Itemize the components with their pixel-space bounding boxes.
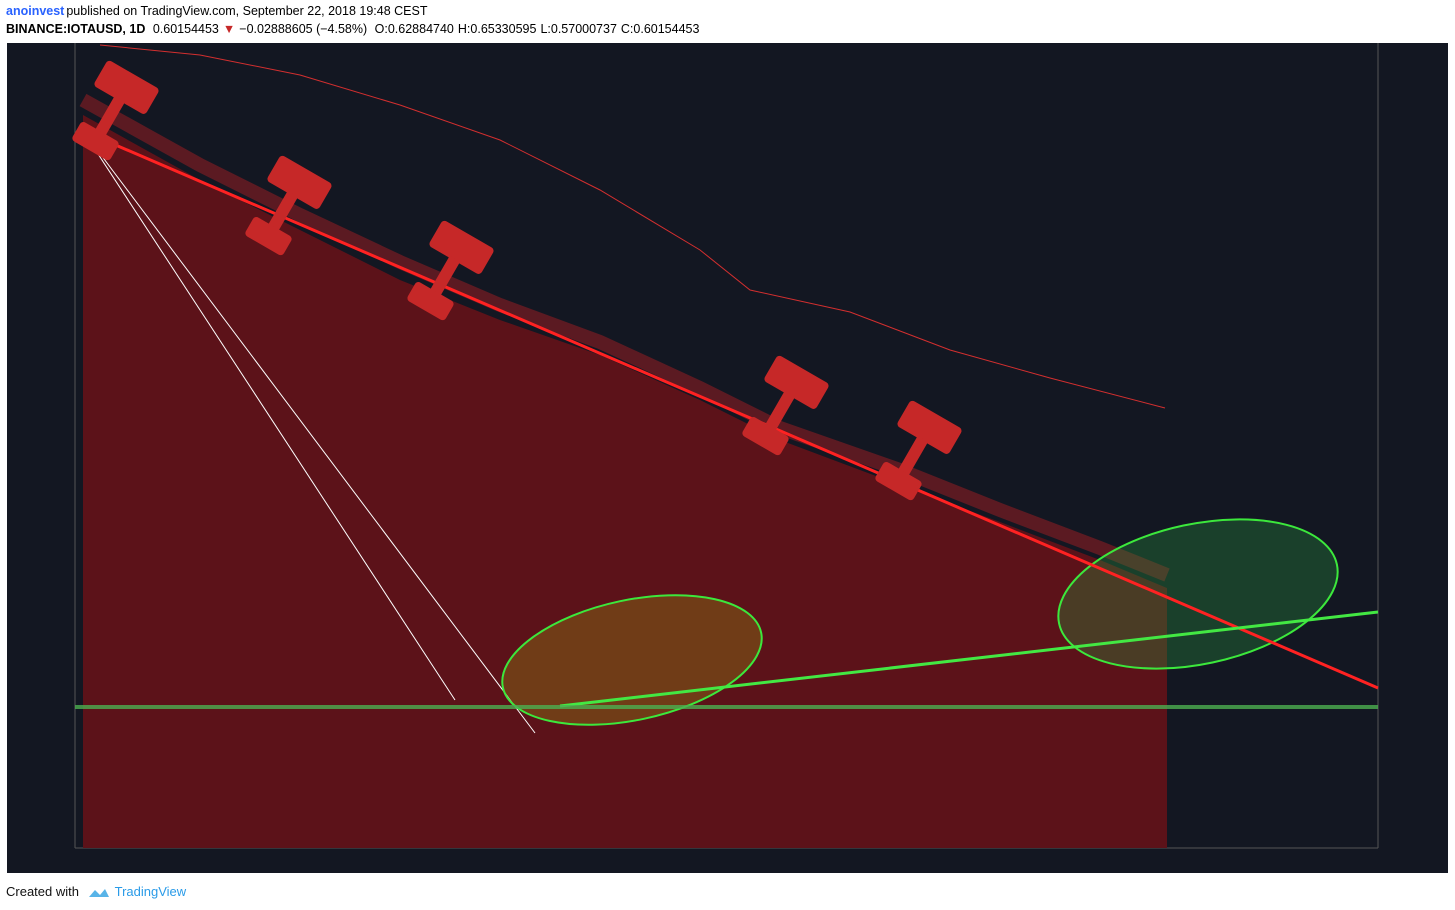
gavel <box>742 355 829 456</box>
gavel <box>72 60 159 161</box>
highlight-ellipse <box>1057 518 1339 670</box>
ohlc-low: L:0.57000737 <box>540 22 617 36</box>
header-line-1: anoinvest published on TradingView.com, S… <box>6 4 431 18</box>
trend-line <box>82 129 1379 690</box>
gavel <box>407 220 494 321</box>
shaded-area <box>83 115 1167 848</box>
price: 0.60154453 <box>152 22 219 36</box>
symbol: BINANCE:IOTAUSD, 1D <box>6 22 146 36</box>
footer: Created with TradingView <box>6 884 186 899</box>
highlight-ellipse <box>501 594 763 726</box>
published: published on TradingView.com, September … <box>66 4 428 18</box>
arrow: ▼ <box>222 22 236 36</box>
footer-text: Created with <box>6 884 79 899</box>
diagonal-line <box>82 130 536 734</box>
author[interactable]: anoinvest <box>6 4 65 18</box>
gavel <box>875 400 962 501</box>
moving-average <box>99 44 1166 409</box>
chart <box>7 43 1448 873</box>
ohlc-open: O:0.62884740 <box>374 22 454 36</box>
ohlc-high: H:0.65330595 <box>457 22 537 36</box>
ohlc-close: C:0.60154453 <box>620 22 700 36</box>
logo <box>88 888 109 897</box>
footer-brand[interactable]: TradingView <box>114 884 187 899</box>
diagonal-line <box>82 130 456 701</box>
change: −0.02888605 (−4.58%) <box>239 22 368 36</box>
header-line-2: BINANCE:IOTAUSD, 1D 0.60154453 ▼ −0.028886… <box>6 22 703 36</box>
gavel <box>245 155 332 256</box>
gavel-icons <box>72 60 962 501</box>
support-line <box>559 610 1379 708</box>
